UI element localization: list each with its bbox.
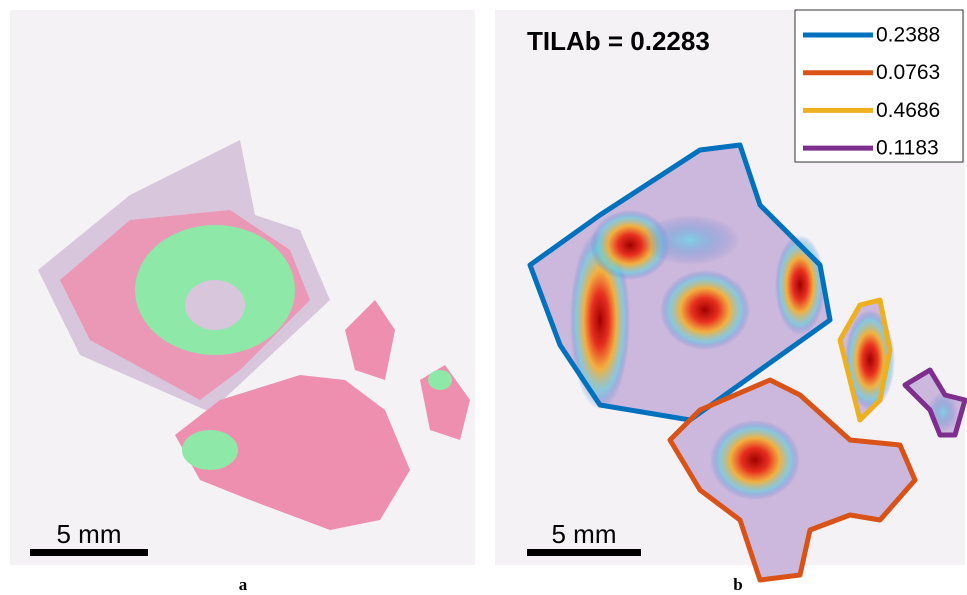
heat-spot: [710, 420, 800, 500]
figure: 5 mm a TILAb = 0.2283 0.2388 0.0763 0.4686…: [0, 0, 967, 595]
scale-bar: [30, 549, 148, 556]
annotation: TILAb = 0.2283: [527, 26, 710, 56]
legend-label: 0.0763: [876, 61, 940, 84]
caption: a: [239, 575, 248, 594]
legend: 0.2388 0.0763 0.4686 0.1183: [795, 10, 963, 162]
panel-a: 5 mm a: [10, 10, 475, 594]
caption: b: [733, 575, 742, 594]
legend-label: 0.4686: [876, 99, 940, 122]
page: 5 mm a TILAb = 0.2283 0.2388 0.0763 0.4686…: [0, 0, 967, 595]
heat-spot: [640, 215, 740, 265]
panel-b: TILAb = 0.2283 0.23880.07630.46860.1183 …: [495, 10, 965, 594]
legend-label: 0.2388: [876, 24, 940, 47]
scale-bar-label: 5 mm: [552, 519, 617, 549]
scale-bar-label: 5 mm: [57, 519, 122, 549]
scale-bar: [527, 549, 641, 556]
heat-spot: [660, 270, 750, 350]
tissue-region: [428, 370, 452, 390]
legend-label: 0.1183: [876, 137, 939, 160]
tissue-region: [185, 280, 245, 330]
tissue-region: [182, 430, 238, 470]
heat-spot: [775, 235, 825, 335]
